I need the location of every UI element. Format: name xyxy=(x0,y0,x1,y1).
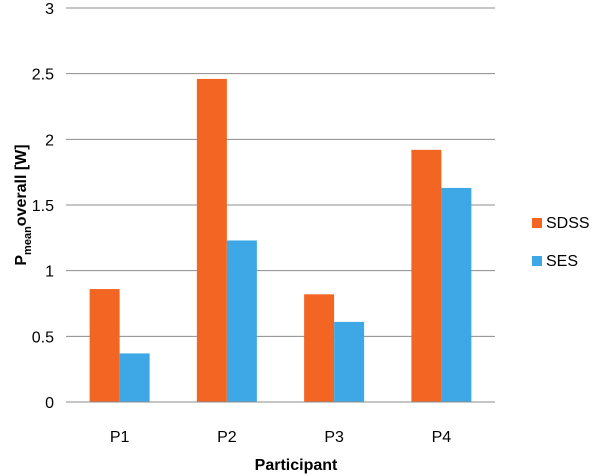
bars xyxy=(89,78,472,403)
bar-ses-p1 xyxy=(119,353,150,402)
bar-ses-p4 xyxy=(441,187,472,402)
legend: SDSS SES xyxy=(532,215,590,270)
x-tick-label: P3 xyxy=(324,429,344,446)
y-axis-title: Pmeanoverall [W] xyxy=(13,144,34,265)
legend-swatch xyxy=(532,256,542,266)
y-tick-label: 2.5 xyxy=(32,67,54,84)
legend-swatch xyxy=(532,218,542,228)
y-tick-labels: 0 0.5 1 1.5 2 2.5 3 xyxy=(32,1,54,412)
y-tick-label: 1.5 xyxy=(32,198,54,215)
bar-sdss-p2 xyxy=(196,78,227,403)
y-axis-title-subscript: mean xyxy=(22,226,34,255)
y-axis-title-rest: overall [W] xyxy=(13,144,30,226)
bar-sdss-p3 xyxy=(304,294,335,402)
x-tick-label: P1 xyxy=(110,429,130,446)
legend-label: SDSS xyxy=(546,215,590,232)
y-tick-label: 3 xyxy=(45,1,54,18)
bar-sdss-p4 xyxy=(411,149,442,402)
bar-sdss-p1 xyxy=(89,289,120,402)
y-tick-label: 2 xyxy=(45,132,54,149)
x-axis-title: Participant xyxy=(255,457,338,474)
legend-label: SES xyxy=(546,253,578,270)
bar-ses-p3 xyxy=(334,321,365,402)
x-tick-label: P4 xyxy=(432,429,452,446)
x-tick-labels: P1 P2 P3 P4 xyxy=(110,429,451,446)
x-tick-label: P2 xyxy=(217,429,237,446)
y-tick-label: 0 xyxy=(45,395,54,412)
bar-ses-p2 xyxy=(226,240,257,402)
y-tick-label: 1 xyxy=(45,264,54,281)
y-axis-title-main: P xyxy=(13,255,30,266)
y-tick-label: 0.5 xyxy=(32,329,54,346)
